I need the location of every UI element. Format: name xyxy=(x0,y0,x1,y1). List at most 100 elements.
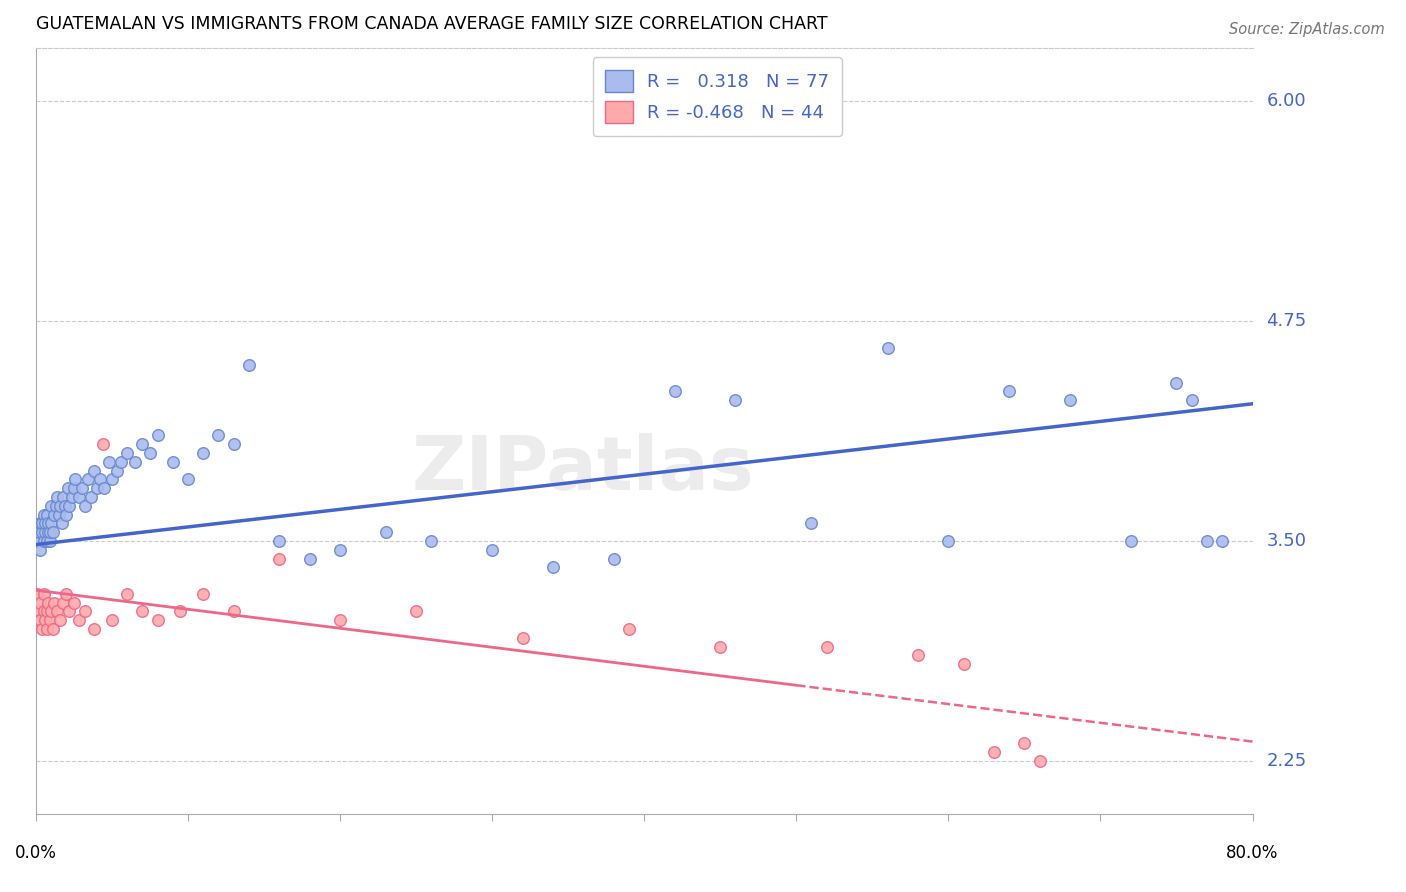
Point xyxy=(58,499,80,513)
Point xyxy=(724,393,747,408)
Point xyxy=(131,604,153,618)
Point xyxy=(193,446,215,460)
Point xyxy=(31,622,53,636)
Point xyxy=(34,613,56,627)
Point xyxy=(55,587,77,601)
Point xyxy=(1119,534,1142,549)
Point xyxy=(193,587,215,601)
Point xyxy=(37,525,59,540)
Point xyxy=(41,525,63,540)
Point xyxy=(101,472,124,486)
Point xyxy=(46,604,69,618)
Point xyxy=(70,481,93,495)
Point xyxy=(512,631,534,645)
Point xyxy=(30,596,52,610)
Text: Source: ZipAtlas.com: Source: ZipAtlas.com xyxy=(1229,22,1385,37)
Point xyxy=(32,587,55,601)
Point xyxy=(73,499,96,513)
Point xyxy=(146,613,169,627)
Point xyxy=(52,490,75,504)
Point xyxy=(83,622,105,636)
Point xyxy=(169,604,191,618)
Point xyxy=(907,648,929,663)
Point xyxy=(27,587,49,601)
Point xyxy=(45,499,67,513)
Legend: R =   0.318   N = 77, R = -0.468   N = 44: R = 0.318 N = 77, R = -0.468 N = 44 xyxy=(593,57,842,136)
Point xyxy=(800,516,823,531)
Point xyxy=(139,446,162,460)
Point xyxy=(89,472,111,486)
Point xyxy=(481,542,503,557)
Point xyxy=(38,613,60,627)
Point xyxy=(55,508,77,522)
Point xyxy=(238,358,260,372)
Point xyxy=(709,640,731,654)
Point xyxy=(269,534,291,549)
Point xyxy=(41,622,63,636)
Point xyxy=(30,613,52,627)
Point xyxy=(998,384,1021,399)
Point xyxy=(815,640,838,654)
Point xyxy=(222,437,245,451)
Point xyxy=(374,525,396,540)
Point xyxy=(405,604,427,618)
Point xyxy=(177,472,200,486)
Point xyxy=(63,596,86,610)
Point xyxy=(63,481,86,495)
Point xyxy=(35,508,58,522)
Point xyxy=(420,534,443,549)
Point xyxy=(48,508,70,522)
Point xyxy=(32,604,55,618)
Point xyxy=(46,490,69,504)
Point xyxy=(37,516,59,531)
Point xyxy=(58,604,80,618)
Point xyxy=(207,428,229,442)
Point xyxy=(983,745,1005,759)
Point xyxy=(603,551,626,566)
Text: 4.75: 4.75 xyxy=(1267,312,1306,330)
Text: GUATEMALAN VS IMMIGRANTS FROM CANADA AVERAGE FAMILY SIZE CORRELATION CHART: GUATEMALAN VS IMMIGRANTS FROM CANADA AVE… xyxy=(37,15,828,33)
Point xyxy=(938,534,960,549)
Point xyxy=(34,516,56,531)
Point xyxy=(146,428,169,442)
Point xyxy=(298,551,321,566)
Point xyxy=(35,604,58,618)
Point xyxy=(1014,736,1036,750)
Point xyxy=(105,464,128,478)
Point xyxy=(79,490,101,504)
Text: 0.0%: 0.0% xyxy=(15,845,56,863)
Point xyxy=(28,525,51,540)
Point xyxy=(38,534,60,549)
Point xyxy=(97,455,120,469)
Point xyxy=(34,525,56,540)
Point xyxy=(222,604,245,618)
Point xyxy=(52,596,75,610)
Point xyxy=(67,613,90,627)
Point xyxy=(65,472,87,486)
Point xyxy=(541,560,564,574)
Text: 80.0%: 80.0% xyxy=(1226,845,1278,863)
Point xyxy=(101,613,124,627)
Point xyxy=(91,437,114,451)
Point xyxy=(115,446,138,460)
Point xyxy=(39,499,62,513)
Point xyxy=(53,499,76,513)
Point xyxy=(329,613,352,627)
Point xyxy=(32,534,55,549)
Point xyxy=(83,464,105,478)
Point xyxy=(44,596,66,610)
Point xyxy=(30,516,52,531)
Text: 6.00: 6.00 xyxy=(1267,92,1306,111)
Point xyxy=(73,604,96,618)
Point xyxy=(31,525,53,540)
Point xyxy=(124,455,146,469)
Point xyxy=(617,622,640,636)
Point xyxy=(28,604,51,618)
Point xyxy=(35,534,58,549)
Point xyxy=(31,516,53,531)
Point xyxy=(67,490,90,504)
Point xyxy=(1195,534,1218,549)
Point xyxy=(56,481,79,495)
Point xyxy=(44,508,66,522)
Point xyxy=(1166,376,1188,390)
